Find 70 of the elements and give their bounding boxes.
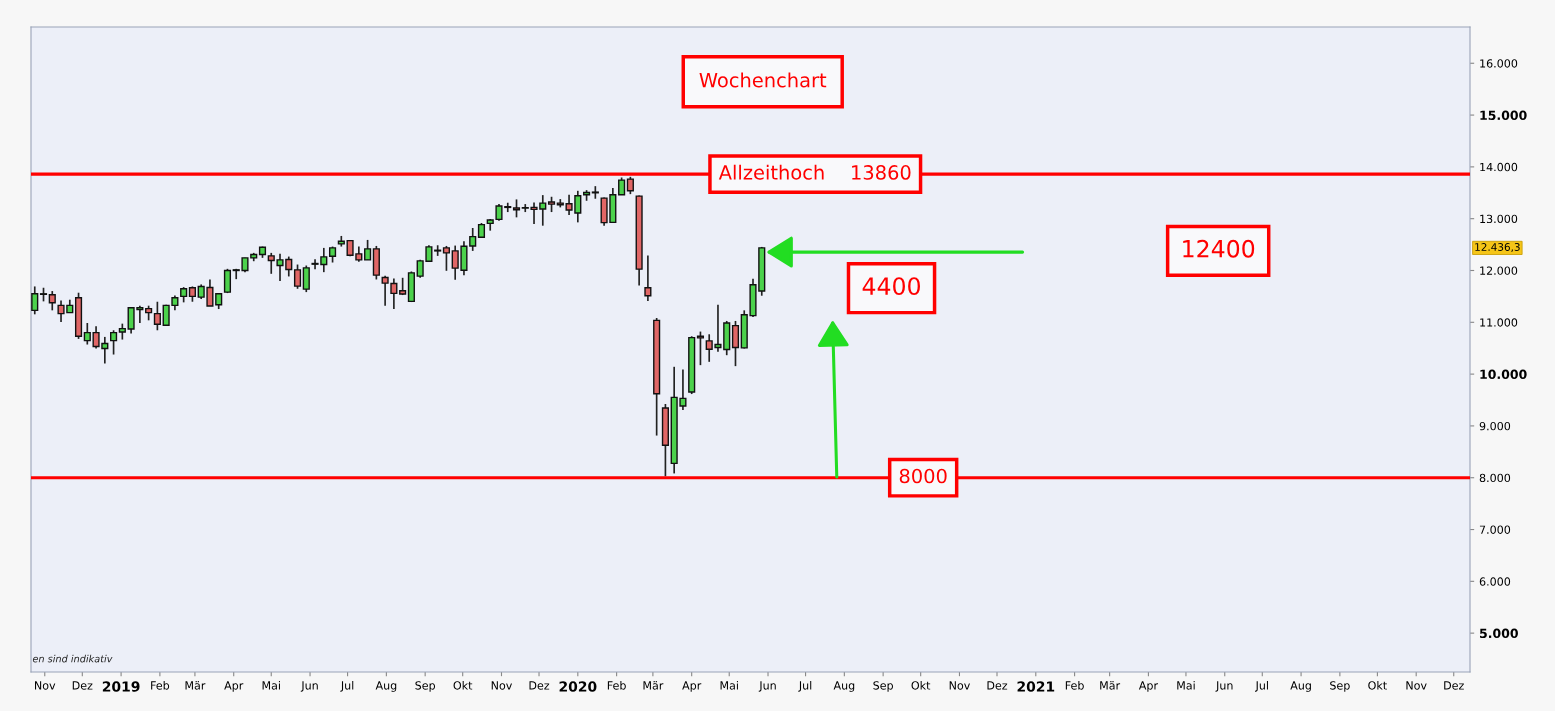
x-tick-label: 2021 — [1017, 681, 1055, 692]
text: Wochenchart — [699, 72, 827, 88]
x-tick-label: Apr — [224, 681, 244, 692]
candlestick — [223, 268, 232, 294]
x-tick-label: Aug — [833, 681, 855, 692]
candlestick — [110, 329, 118, 356]
x-tick-label: Sep — [1330, 681, 1350, 692]
candlestick — [48, 290, 56, 312]
x-tick-label: Aug — [1290, 681, 1311, 692]
y-tick-label: 7.000 — [1479, 525, 1511, 534]
x-tick-label: 2020 — [559, 681, 597, 692]
y-tick-label: 9.000 — [1479, 421, 1511, 431]
candlestick — [731, 320, 740, 367]
y-tick-label: 8.000 — [1479, 473, 1511, 483]
x-tick-label: Jun — [300, 681, 318, 692]
x-tick-label: Mai — [262, 681, 280, 690]
candlestick — [696, 330, 705, 366]
x-tick-label: Dez — [1444, 681, 1464, 690]
y-tick-label: 13.000 — [1480, 214, 1518, 224]
candlestick — [302, 264, 310, 293]
annotation: 12400 — [1183, 239, 1255, 258]
x-tick-label: Jun — [1215, 681, 1233, 692]
x-tick-label: Mai — [720, 681, 738, 690]
annotation: en sind indikativ — [32, 654, 113, 663]
x-tick-label: Feb — [607, 681, 626, 690]
x-tick-label: Sep — [415, 681, 436, 692]
x-tick-label: Dez — [72, 681, 93, 690]
text: 12.436,3 — [1475, 243, 1520, 252]
y-tick-label: 12.000 — [1480, 266, 1518, 275]
x-tick-label: Aug — [375, 681, 397, 692]
ref-line-label: Allzeithoch 13860 — [718, 164, 911, 180]
x-tick-label: Mai — [1177, 681, 1195, 690]
y-tick-label: 14.000 — [1480, 162, 1518, 172]
x-tick-label: Jul — [1255, 681, 1268, 692]
ref-line-label: 8000 — [899, 468, 947, 484]
x-tick-label: Mär — [643, 681, 664, 690]
x-tick-label: Feb — [1065, 681, 1084, 690]
x-tick-label: Sep — [873, 681, 893, 692]
x-tick-label: Jul — [798, 681, 812, 692]
y-tick-label: 5.000 — [1479, 628, 1518, 639]
x-tick-label: 2019 — [102, 681, 140, 692]
candlestick — [364, 239, 372, 261]
annotation: 4400 — [862, 277, 920, 296]
candlestick — [644, 254, 652, 302]
x-tick-label: Feb — [151, 681, 170, 690]
x-tick-label: Okt — [453, 681, 473, 690]
x-tick-label: Nov — [1406, 681, 1427, 690]
y-tick-label: 6.000 — [1479, 577, 1511, 586]
x-tick-label: Mär — [185, 681, 206, 690]
x-tick-label: Nov — [35, 681, 56, 690]
y-tick-label: 10.000 — [1480, 369, 1527, 380]
x-tick-label: Okt — [911, 681, 931, 690]
x-tick-label: Okt — [1368, 681, 1387, 690]
x-tick-label: Jun — [758, 681, 776, 692]
x-tick-label: Jul — [340, 681, 354, 692]
candlestick — [31, 285, 39, 316]
x-tick-label: Dez — [987, 681, 1008, 690]
x-tick-label: Apr — [1138, 681, 1159, 692]
x-tick-label: Nov — [491, 681, 512, 690]
x-tick-label: Dez — [529, 681, 550, 690]
y-tick-label: 11.000 — [1480, 318, 1518, 327]
x-tick-label: Apr — [682, 681, 702, 692]
y-tick-label: 16.000 — [1480, 59, 1518, 68]
candlestick — [153, 300, 161, 332]
candlestick — [442, 245, 451, 272]
candlestick — [293, 263, 302, 290]
x-tick-label: Mär — [1100, 681, 1121, 690]
candlestick — [434, 244, 442, 257]
y-tick-label: 15.000 — [1480, 110, 1527, 120]
x-tick-label: Nov — [949, 681, 970, 690]
